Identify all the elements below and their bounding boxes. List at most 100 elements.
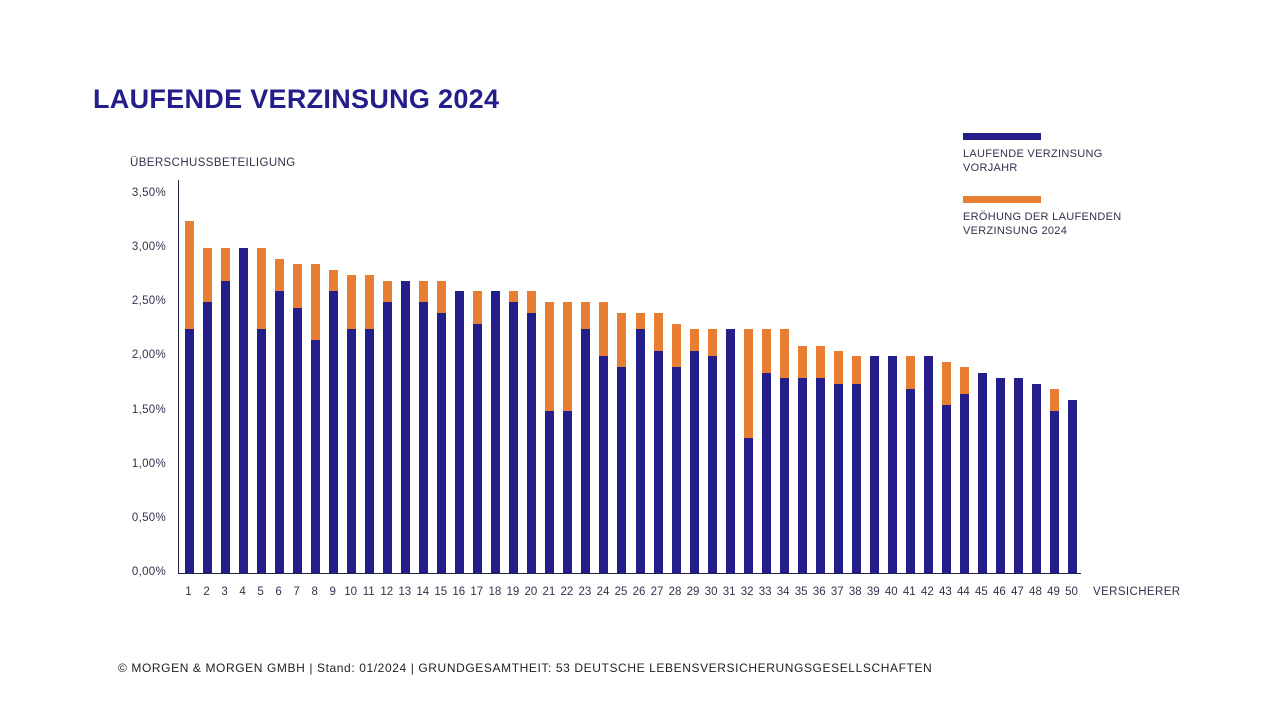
bar-segment-vorjahr bbox=[977, 372, 987, 573]
bar-segment-vorjahr bbox=[761, 372, 771, 573]
legend-swatch-vorjahr bbox=[963, 133, 1041, 140]
bar-segment-vorjahr bbox=[365, 329, 375, 573]
footer-text: © MORGEN & MORGEN GMBH | Stand: 01/2024 … bbox=[118, 661, 933, 675]
x-tick-label: 35 bbox=[794, 586, 808, 598]
x-tick-label: 17 bbox=[470, 586, 484, 598]
bar-segment-vorjahr bbox=[959, 394, 969, 573]
bar-group bbox=[905, 356, 915, 573]
x-tick-label: 33 bbox=[758, 586, 772, 598]
x-tick-label: 3 bbox=[221, 586, 228, 598]
legend: LAUFENDE VERZINSUNG VORJAHR ERÖHUNG DER … bbox=[963, 133, 1141, 259]
y-tick-label: 1,00% bbox=[131, 457, 166, 470]
x-tick-label: 13 bbox=[398, 586, 412, 598]
bar-segment-vorjahr bbox=[923, 356, 933, 573]
bar-group bbox=[365, 275, 375, 573]
y-tick-label: 2,50% bbox=[131, 295, 166, 308]
bar-segment-vorjahr bbox=[437, 313, 447, 573]
x-tick-label: 26 bbox=[632, 586, 646, 598]
bar-segment-erhoehung bbox=[905, 356, 915, 389]
x-tick-label: 20 bbox=[524, 586, 538, 598]
bar-group bbox=[959, 367, 969, 573]
x-tick-label: 9 bbox=[329, 586, 336, 598]
x-tick-label: 11 bbox=[362, 586, 375, 598]
x-tick-label: 36 bbox=[812, 586, 826, 598]
bar-segment-vorjahr bbox=[815, 378, 825, 573]
bar-segment-erhoehung bbox=[1049, 388, 1059, 411]
bar-segment-vorjahr bbox=[455, 291, 465, 573]
bar-segment-erhoehung bbox=[437, 280, 447, 314]
legend-item-vorjahr: LAUFENDE VERZINSUNG VORJAHR bbox=[963, 133, 1141, 175]
bar-group bbox=[671, 323, 681, 573]
bar-segment-vorjahr bbox=[869, 356, 879, 573]
bar-group bbox=[743, 329, 753, 573]
bar-group bbox=[347, 275, 357, 573]
bar-group bbox=[275, 258, 285, 573]
bar-segment-erhoehung bbox=[761, 329, 771, 373]
y-tick-label: 0,50% bbox=[131, 511, 166, 524]
bar-group bbox=[329, 269, 339, 573]
bar-segment-vorjahr bbox=[545, 410, 555, 573]
bar-segment-vorjahr bbox=[257, 329, 267, 573]
x-tick-label: 18 bbox=[488, 586, 502, 598]
bar-group bbox=[887, 356, 897, 573]
bar-segment-vorjahr bbox=[743, 437, 753, 573]
x-tick-label: 50 bbox=[1065, 586, 1078, 598]
bar-segment-erhoehung bbox=[707, 329, 717, 357]
x-tick-label: 19 bbox=[506, 586, 520, 598]
bar-segment-vorjahr bbox=[887, 356, 897, 573]
bar-segment-vorjahr bbox=[1067, 399, 1077, 573]
x-tick-label: 12 bbox=[380, 586, 394, 598]
x-tick-label: 40 bbox=[884, 586, 898, 598]
bar-segment-erhoehung bbox=[779, 329, 789, 379]
bar-segment-vorjahr bbox=[509, 302, 519, 573]
bar-group bbox=[239, 248, 249, 573]
plot-area bbox=[178, 180, 1081, 574]
bar-segment-erhoehung bbox=[671, 323, 681, 368]
bar-group bbox=[545, 302, 555, 573]
bar-group bbox=[527, 291, 537, 573]
bar-group bbox=[581, 302, 591, 573]
bar-group bbox=[815, 345, 825, 573]
bar-segment-vorjahr bbox=[491, 291, 501, 573]
bar-segment-erhoehung bbox=[365, 275, 375, 330]
bar-group bbox=[1013, 378, 1023, 573]
x-tick-label: 1 bbox=[185, 586, 192, 598]
x-tick-label: 24 bbox=[596, 586, 610, 598]
page-title: LAUFENDE VERZINSUNG 2024 bbox=[93, 84, 500, 114]
bar-group bbox=[203, 248, 213, 573]
bar-segment-erhoehung bbox=[347, 275, 357, 330]
bar-segment-vorjahr bbox=[689, 351, 699, 573]
bar-segment-erhoehung bbox=[545, 302, 555, 411]
x-tick-label: 47 bbox=[1011, 586, 1024, 598]
bar-segment-vorjahr bbox=[329, 291, 339, 573]
bar-group bbox=[455, 291, 465, 573]
bar-group bbox=[185, 221, 194, 573]
bar-group bbox=[1049, 388, 1059, 573]
bar-segment-erhoehung bbox=[311, 264, 321, 341]
x-tick-label: 32 bbox=[740, 586, 754, 598]
x-tick-label: 7 bbox=[293, 586, 300, 598]
x-tick-label: 5 bbox=[257, 586, 264, 598]
bar-group bbox=[635, 313, 645, 573]
bar-segment-erhoehung bbox=[581, 302, 591, 330]
x-tick-label: 28 bbox=[668, 586, 682, 598]
bar-segment-vorjahr bbox=[203, 302, 213, 573]
bar-group bbox=[419, 280, 429, 573]
bar-group bbox=[473, 291, 483, 573]
x-tick-label: 41 bbox=[902, 586, 916, 598]
bar-group bbox=[923, 356, 933, 573]
y-axis-title: ÜBERSCHUSSBETEILIGUNG bbox=[130, 157, 296, 169]
bar-segment-vorjahr bbox=[671, 367, 681, 573]
bar-segment-vorjahr bbox=[1031, 383, 1041, 573]
bar-group bbox=[1067, 399, 1077, 573]
bar-segment-vorjahr bbox=[1049, 410, 1059, 573]
bar-group bbox=[509, 291, 519, 573]
y-tick-label: 2,00% bbox=[131, 349, 166, 362]
bar-group bbox=[797, 345, 807, 573]
bar-group bbox=[941, 361, 951, 573]
x-tick-label: 14 bbox=[416, 586, 430, 598]
bar-segment-erhoehung bbox=[383, 280, 393, 303]
bar-segment-erhoehung bbox=[527, 291, 537, 314]
x-tick-label: 43 bbox=[938, 586, 952, 598]
bar-group bbox=[293, 264, 303, 573]
